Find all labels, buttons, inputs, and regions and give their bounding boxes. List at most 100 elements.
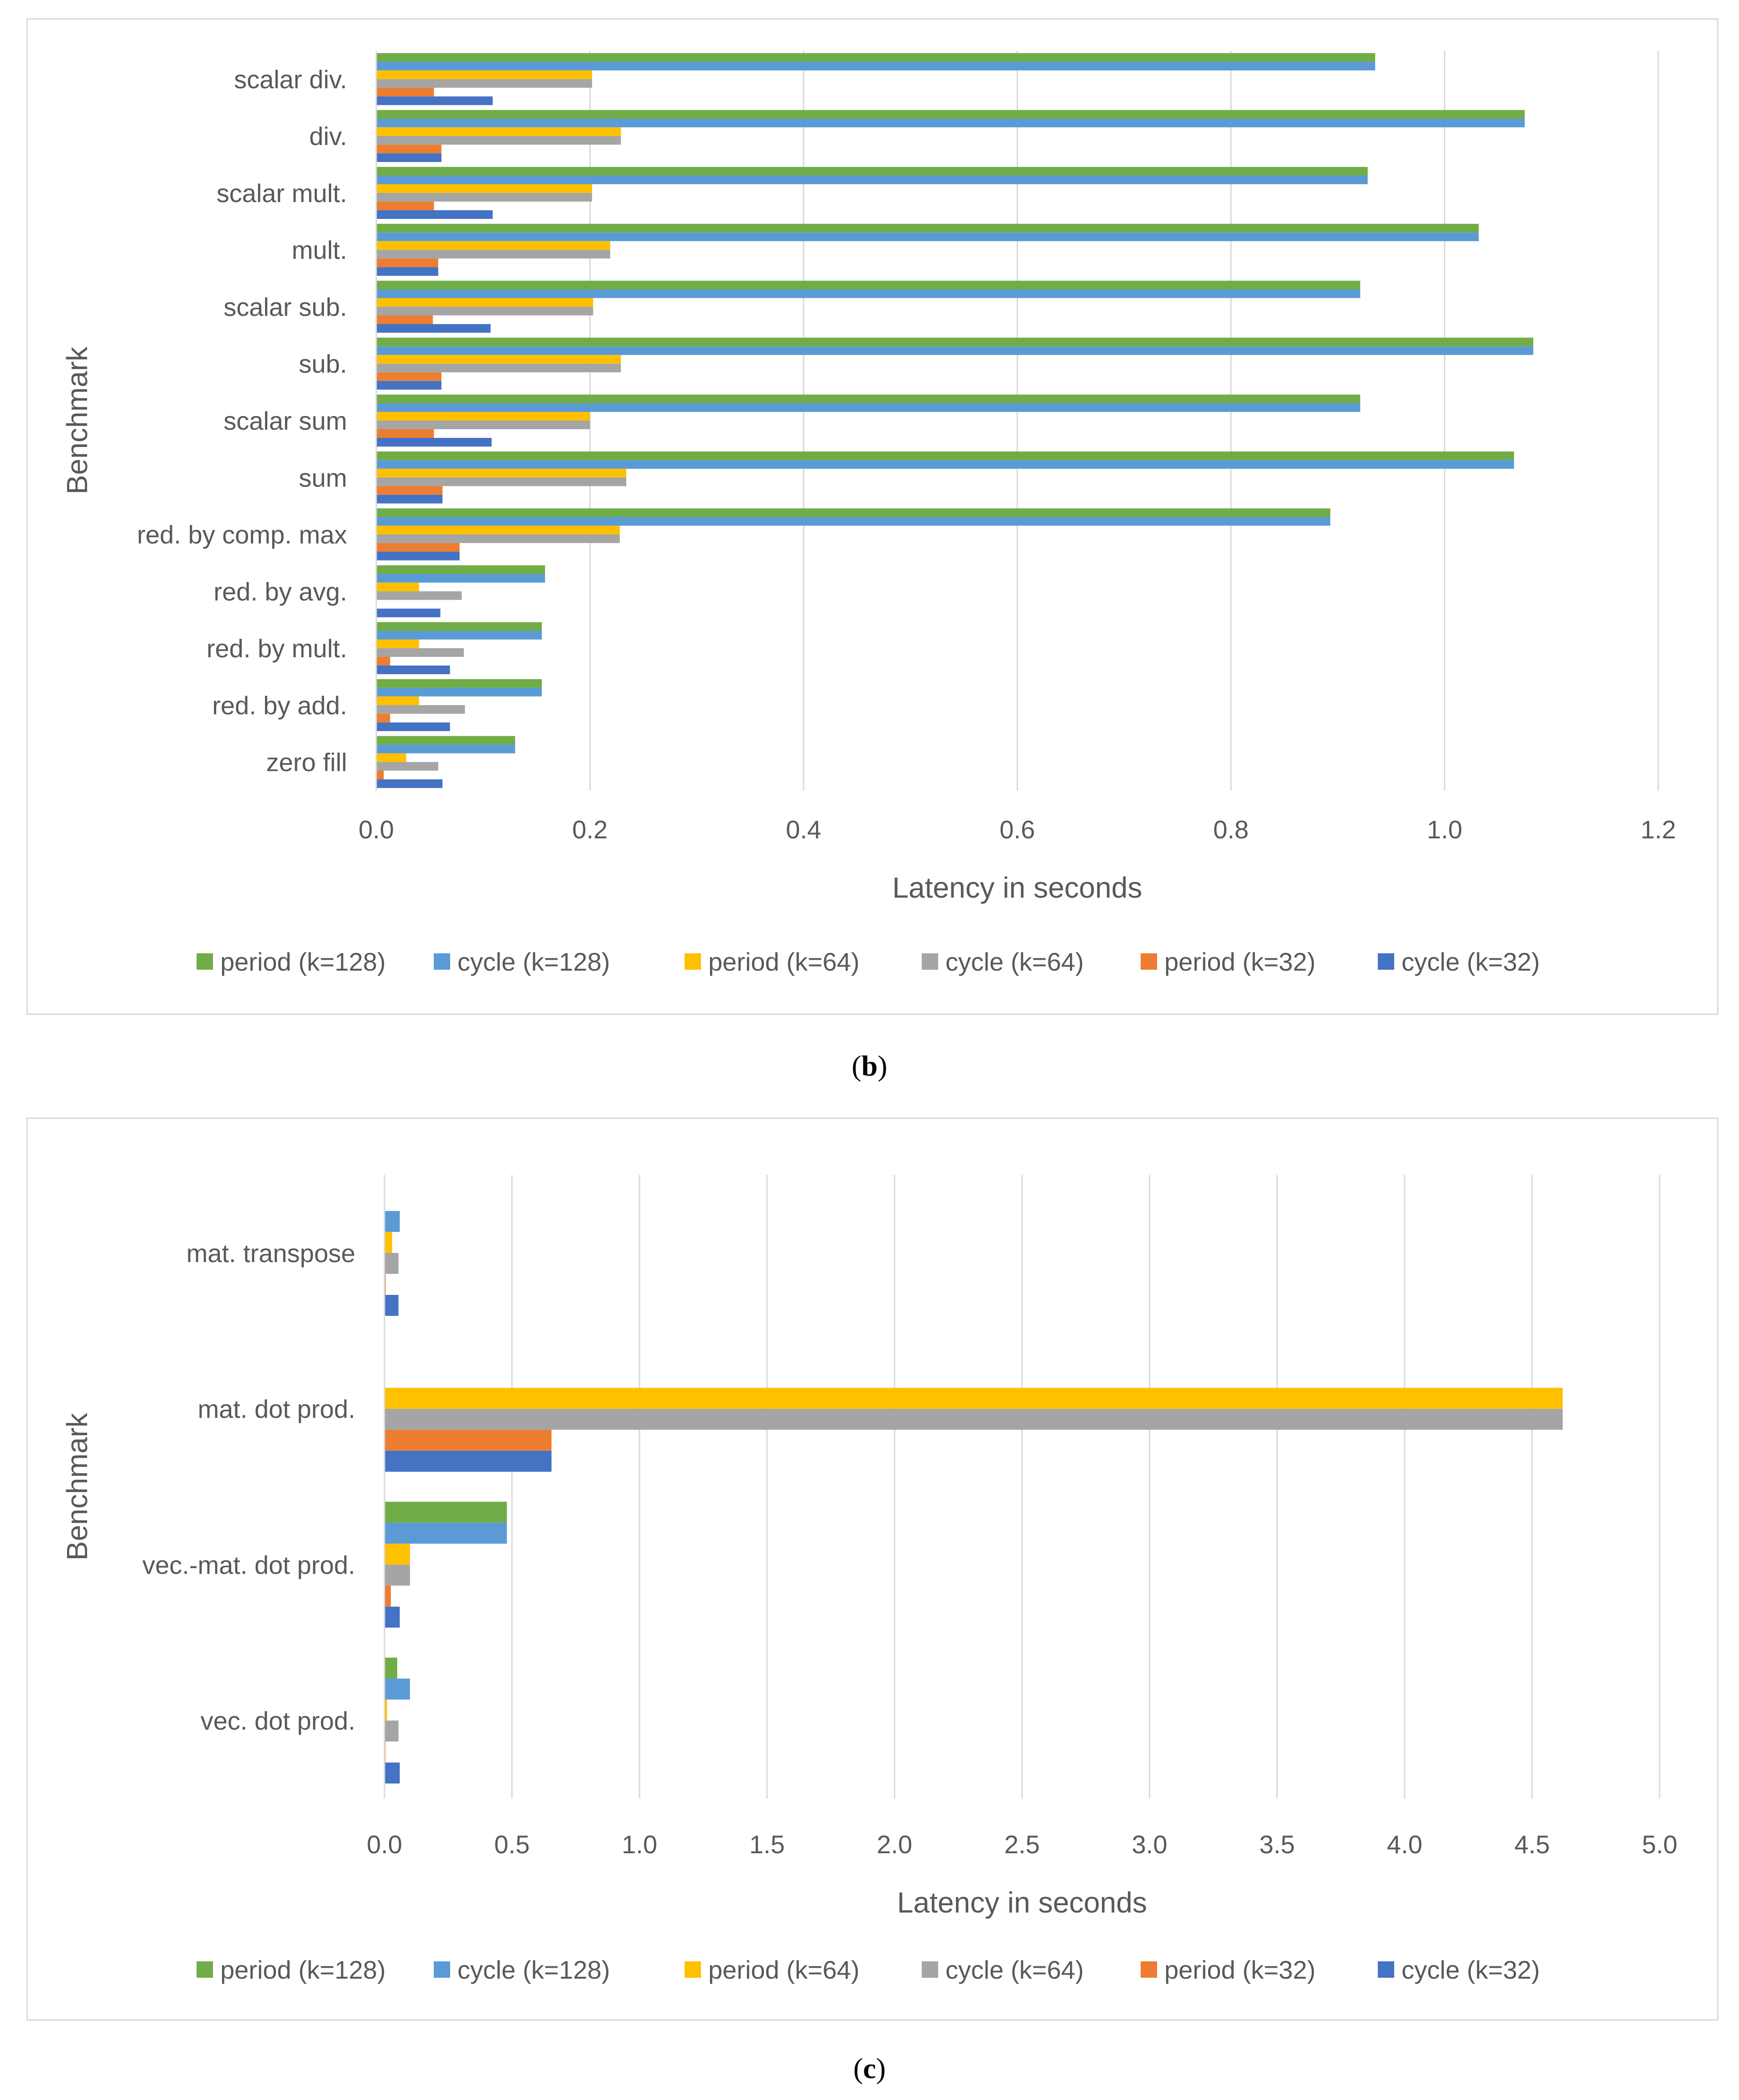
category-label: red. by add. [212, 691, 347, 720]
bar [376, 770, 384, 780]
bar [384, 1409, 1563, 1430]
bar [376, 145, 441, 154]
legend-label: period (k=64) [708, 947, 860, 976]
x-tick-label: 0.4 [786, 815, 821, 844]
bar-chart-c: mat. transpose mat. dot prod. vec.-mat. do… [61, 1175, 1677, 1984]
bar [376, 705, 465, 714]
chart-panel-c: mat. transpose mat. dot prod. vec.-mat. do… [26, 1118, 1718, 2021]
bar [384, 1253, 399, 1274]
legend-label: cycle (k=128) [457, 1955, 610, 1984]
bar [376, 687, 542, 697]
bar [376, 460, 1514, 469]
bar-chart-b: scalar div. div. scalar mult. mult. scalar s… [61, 51, 1676, 976]
bar [376, 722, 450, 731]
x-tick-label: 2.5 [1004, 1830, 1040, 1859]
bar [376, 591, 462, 600]
x-tick-label: 4.0 [1387, 1830, 1422, 1859]
bar [384, 1679, 410, 1700]
category-label: sum [299, 463, 347, 492]
legend-label: period (k=128) [220, 947, 386, 976]
bar [376, 201, 434, 210]
bar [376, 153, 441, 162]
x-tick-label: 0.0 [367, 1830, 402, 1859]
legend-swatch [1378, 1961, 1394, 1978]
bar [376, 364, 621, 373]
bar [376, 477, 627, 486]
bar [376, 355, 621, 364]
x-tick-label: 1.0 [1427, 815, 1463, 844]
bar [384, 1565, 410, 1586]
x-tick-label: 3.0 [1132, 1830, 1168, 1859]
bar [384, 1658, 397, 1679]
category-label: vec.-mat. dot prod. [142, 1550, 355, 1579]
legend-label: period (k=32) [1164, 1955, 1316, 1984]
category-label: scalar mult. [217, 179, 347, 208]
bar [376, 79, 592, 88]
legend-label: cycle (k=32) [1402, 947, 1540, 976]
bar [384, 1762, 400, 1784]
legend-label: cycle (k=64) [945, 947, 1084, 976]
bar [376, 429, 434, 438]
category-label: scalar sum [223, 406, 347, 435]
bar [384, 1721, 399, 1742]
legend-swatch [1378, 953, 1394, 970]
bar [376, 403, 1360, 412]
bar [376, 70, 592, 79]
bar [384, 1388, 1563, 1409]
x-tick-label: 0.5 [494, 1830, 530, 1859]
category-label: zero fill [266, 748, 347, 777]
bar [376, 62, 1376, 71]
bar [376, 744, 515, 754]
y-axis-label: Benchmark [61, 346, 93, 494]
caption-b: (b) [851, 1050, 888, 1082]
bar [384, 1606, 400, 1628]
category-label: red. by mult. [207, 634, 347, 663]
legend-swatch [434, 1961, 450, 1978]
bar [384, 1450, 552, 1472]
bar [376, 250, 611, 259]
bar [376, 665, 450, 675]
bar [376, 210, 493, 219]
bar [376, 166, 1368, 176]
bar [376, 438, 492, 447]
bar [376, 648, 464, 657]
x-axis-label: Latency in seconds [897, 1886, 1147, 1919]
bar [376, 324, 491, 333]
category-label: red. by avg. [213, 577, 347, 606]
bar [376, 395, 1360, 403]
y-axis-label: Benchmark [61, 1413, 93, 1561]
caption-c-label: c [863, 2052, 876, 2084]
bar [376, 175, 1368, 184]
legend-label: period (k=64) [708, 1955, 860, 1984]
category-label: mult. [292, 236, 347, 265]
bar [376, 631, 542, 640]
bar [376, 372, 441, 381]
legend-swatch [922, 953, 938, 970]
legend-swatch [1141, 1961, 1157, 1978]
bar [384, 1211, 400, 1232]
bar [376, 582, 419, 592]
category-label: scalar div. [234, 65, 347, 94]
bar [376, 679, 542, 688]
bar [376, 267, 438, 276]
caption-b-label: b [861, 1050, 878, 1082]
bar [376, 307, 593, 316]
bar [384, 1523, 507, 1544]
bar [376, 543, 460, 552]
legend-label: cycle (k=32) [1402, 1955, 1540, 1984]
bar [376, 508, 1330, 517]
bar [376, 551, 460, 561]
legend-label: cycle (k=128) [457, 947, 610, 976]
bar [376, 574, 545, 583]
bar [384, 1544, 410, 1565]
bar [384, 1585, 391, 1607]
bar [376, 281, 1360, 290]
legend-label: period (k=32) [1164, 947, 1316, 976]
legend-swatch [922, 1961, 938, 1978]
bar [384, 1700, 387, 1721]
bar [376, 119, 1525, 128]
bar [376, 696, 419, 705]
legend-label: period (k=128) [220, 1955, 386, 1984]
bar [376, 298, 593, 307]
bar [376, 421, 590, 429]
